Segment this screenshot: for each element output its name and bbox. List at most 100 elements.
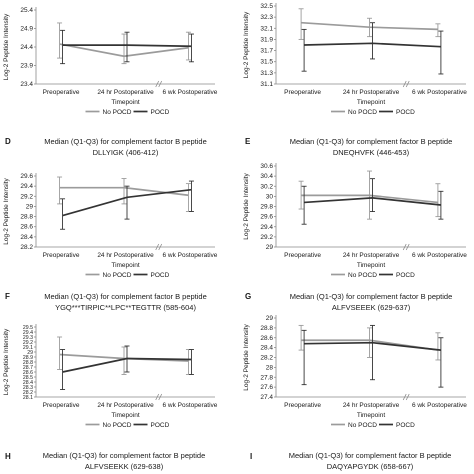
y-tick-label: 28.8	[260, 325, 273, 332]
y-tick-label: 29	[266, 315, 274, 322]
y-tick-label: 29	[27, 350, 33, 356]
x-tick-label: 6 wk Postoperative	[162, 89, 217, 96]
x-tick-label: 24 hr Postoperative	[97, 89, 154, 96]
panel-i-title-line1: Median (Q1-Q3) for complement factor B p…	[289, 451, 452, 460]
chart-panel-top-right: Log-2 Peptide Intensity 32.5 32.3 32.1 31.9 3…	[243, 3, 467, 116]
axis-break-mark	[405, 80, 410, 88]
y-tick-label: 28.6	[260, 335, 273, 342]
y-tick-label: 28.9	[23, 355, 33, 361]
x-axis-label: Timepoint	[357, 99, 385, 106]
axis-break-mark	[402, 80, 407, 88]
legend-label-pocd: POCD	[151, 109, 170, 116]
chart-title-line: Median (Q1-Q3) for complement factor B p…	[44, 292, 207, 301]
axis-break-mark	[155, 393, 160, 401]
y-tick-label: 28.6	[23, 370, 33, 376]
legend-label-no-pocd: No POCD	[348, 109, 377, 116]
y-tick-label: 29.3	[23, 335, 33, 341]
y-tick-label: 28.5	[23, 375, 33, 381]
chart-panel-e: E Median (Q1-Q3) for complement factor B …	[243, 137, 467, 279]
axis-break-mark	[402, 243, 407, 251]
x-tick-label: Preoperative	[284, 402, 321, 409]
chart-title-line: Median (Q1-Q3) for complement factor B p…	[290, 137, 453, 146]
y-tick-label: 31.1	[260, 81, 273, 88]
y-tick-label: 28.6	[20, 224, 33, 231]
panel-letter-h: H	[5, 452, 11, 461]
series-no-pocd	[57, 22, 191, 65]
y-tick-label: 32.5	[260, 3, 273, 10]
legend-label-no-pocd: No POCD	[348, 272, 377, 279]
axis-break-mark	[155, 80, 160, 88]
y-tick-label: 29.4	[20, 183, 33, 190]
y-tick-label: 32.1	[260, 25, 273, 32]
series-no-pocd	[57, 176, 191, 212]
legend-label-pocd: POCD	[396, 422, 415, 429]
y-tick-label: 24.9	[20, 26, 33, 33]
chart-title-line: DNEQHVFK (446-453)	[333, 148, 410, 157]
y-tick-label: 29.2	[20, 193, 33, 200]
panel-letter-g: G	[245, 292, 251, 301]
chart-title-line: Median (Q1-Q3) for complement factor B p…	[44, 137, 207, 146]
x-tick-label: 6 wk Postoperative	[162, 252, 217, 259]
series-pocd	[301, 324, 444, 388]
axis-break-mark	[158, 80, 163, 88]
x-tick-label: 24 hr Postoperative	[97, 252, 154, 259]
panel-letter-i: I	[250, 452, 252, 461]
y-tick-label: 28.8	[20, 214, 33, 221]
y-tick-label: 28.7	[23, 365, 33, 371]
y-tick-label: 27.6	[260, 384, 273, 391]
y-tick-label: 28.4	[260, 345, 273, 352]
y-tick-label: 23.4	[20, 81, 33, 88]
series-pocd	[60, 29, 194, 65]
y-tick-label: 28.8	[23, 360, 33, 366]
series-line	[59, 43, 189, 58]
y-tick-label: 25.4	[20, 7, 33, 14]
y-tick-label: 28	[266, 364, 274, 371]
x-tick-label: 6 wk Postoperative	[412, 89, 467, 96]
y-tick-label: 30.6	[260, 163, 273, 170]
legend-label-pocd: POCD	[396, 109, 415, 116]
x-tick-label: 6 wk Postoperative	[162, 402, 217, 409]
x-tick-label: Preoperative	[43, 402, 80, 409]
x-tick-label: 24 hr Postoperative	[97, 402, 154, 409]
series-no-pocd	[298, 8, 441, 40]
panel-h-title-line1: Median (Q1-Q3) for complement factor B p…	[43, 451, 206, 460]
x-axis-label: Timepoint	[111, 99, 139, 106]
x-tick-label: Preoperative	[43, 89, 80, 96]
series-line	[62, 357, 192, 373]
x-axis-label: Timepoint	[111, 412, 139, 419]
axis-break-mark	[155, 243, 160, 251]
panel-letter-f: F	[5, 292, 10, 301]
x-tick-label: Preoperative	[43, 252, 80, 259]
y-tick-label: 23.9	[20, 63, 33, 70]
x-tick-label: 24 hr Postoperative	[343, 402, 400, 409]
series-no-pocd	[298, 170, 441, 220]
y-tick-label: 29	[266, 244, 274, 251]
chart-title-line: YGQ***TIRPIC**LPC**TEGTTR (585-604)	[55, 303, 196, 312]
series-line	[301, 21, 438, 31]
y-tick-label: 30.4	[260, 173, 273, 180]
y-axis-label: Log-2 Peptide Intensity	[243, 173, 250, 240]
y-tick-label: 32.3	[260, 14, 273, 21]
panel-letter-d: D	[5, 137, 11, 146]
x-axis-label: Timepoint	[357, 412, 385, 419]
y-tick-label: 28.2	[260, 355, 273, 362]
axis-break-mark	[405, 243, 410, 251]
chart-panel-g: G Median (Q1-Q3) for complement factor B …	[243, 292, 467, 429]
legend-label-no-pocd: No POCD	[103, 109, 132, 116]
y-tick-label: 29.8	[260, 204, 273, 211]
chart-title-line: Median (Q1-Q3) for complement factor B p…	[290, 292, 453, 301]
y-tick-label: 29.6	[260, 214, 273, 221]
axis-break-mark	[402, 393, 407, 401]
y-tick-label: 29.6	[20, 173, 33, 180]
legend-label-no-pocd: No POCD	[103, 422, 132, 429]
legend-label-no-pocd: No POCD	[348, 422, 377, 429]
y-axis-label: Log-2 Peptide Intensity	[3, 328, 10, 395]
axis-break-mark	[158, 243, 163, 251]
x-tick-label: 24 hr Postoperative	[343, 89, 400, 96]
y-tick-label: 28.2	[23, 390, 33, 396]
y-tick-label: 29.5	[23, 325, 33, 331]
x-tick-label: Preoperative	[284, 252, 321, 259]
y-tick-label: 29.2	[23, 340, 33, 346]
legend-label-pocd: POCD	[396, 272, 415, 279]
y-axis-label: Log-2 Peptide Intensity	[3, 178, 10, 245]
